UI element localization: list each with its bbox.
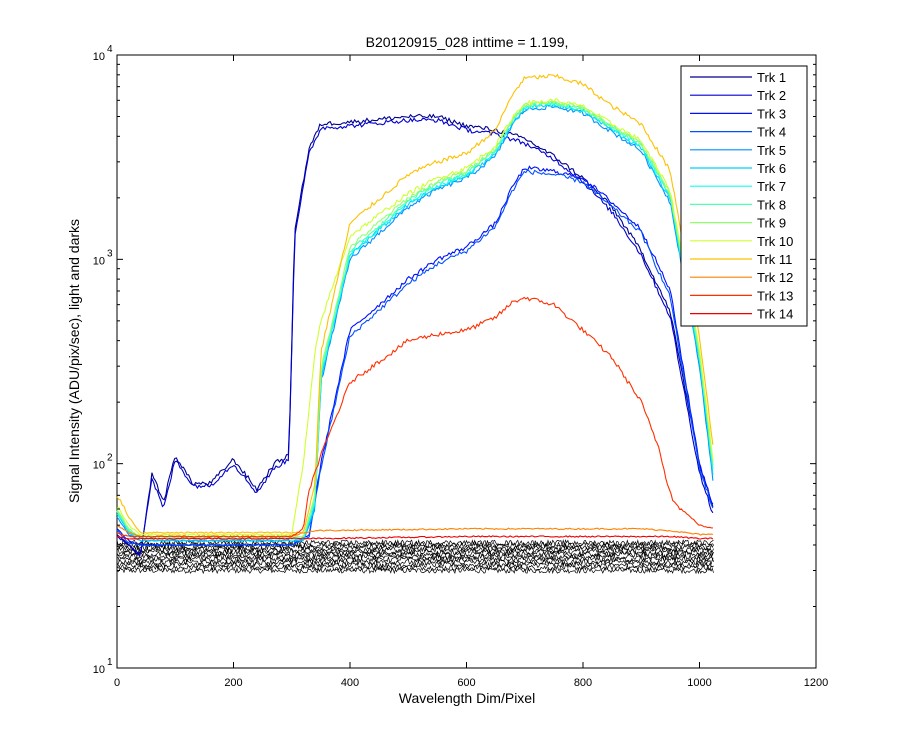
legend-label-trk-5: Trk 5: [757, 143, 786, 158]
y-tick-label-exp: 4: [107, 44, 113, 55]
legend-label-trk-6: Trk 6: [757, 161, 786, 176]
legend-label-trk-4: Trk 4: [757, 125, 786, 140]
x-tick-label: 400: [341, 677, 359, 689]
dark-frame-line: [116, 566, 714, 575]
series-line-trk-6: [116, 101, 714, 542]
dark-frames-layer: [116, 538, 714, 575]
dark-frame-line: [116, 538, 714, 547]
x-tick-label: 200: [224, 677, 242, 689]
legend-entries: Trk 1 Trk 2 Trk 3 Trk 4 Trk 5 Trk 6 Trk 7 Trk 8…: [690, 70, 793, 322]
legend: Trk 1 Trk 2 Trk 3 Trk 4 Trk 5 Trk 6 Trk 7 Trk 8…: [680, 65, 808, 327]
series-line-trk-11: [116, 73, 714, 534]
x-tick-label: 0: [114, 677, 120, 689]
series-layer: [116, 73, 714, 558]
y-tick-label-base: 10: [93, 51, 105, 63]
y-tick-label-exp: 1: [107, 657, 113, 668]
dark-frame-line: [116, 558, 714, 566]
series-line-trk-4: [116, 168, 714, 547]
x-tick-label: 800: [574, 677, 592, 689]
x-tick-label: 1000: [687, 677, 711, 689]
x-tick-label: 600: [457, 677, 475, 689]
legend-label-trk-8: Trk 8: [757, 197, 786, 212]
legend-label-trk-7: Trk 7: [757, 179, 786, 194]
legend-label-trk-12: Trk 12: [757, 270, 793, 285]
series-line-trk-13: [116, 296, 713, 538]
series-line-trk-2: [116, 117, 714, 556]
chart-title: B20120915_028 inttime = 1.199,: [366, 34, 569, 50]
dark-frame-line: [116, 547, 714, 556]
legend-label-trk-10: Trk 10: [757, 234, 793, 249]
y-tick-label-exp: 3: [107, 248, 113, 259]
dark-frame-line: [116, 545, 714, 554]
legend-label-trk-13: Trk 13: [757, 288, 793, 303]
dark-frame-line: [116, 563, 714, 572]
legend-box: [680, 65, 808, 327]
y-tick-label-base: 10: [93, 664, 105, 676]
x-axis-label: Wavelength Dim/Pixel: [399, 690, 535, 706]
x-tick-label: 1200: [804, 677, 828, 689]
y-axis-label: Signal Intensity (ADU/pix/sec), light an…: [66, 219, 82, 503]
legend-label-trk-2: Trk 2: [757, 88, 786, 103]
y-tick-label-base: 10: [93, 460, 105, 472]
legend-label-trk-9: Trk 9: [757, 216, 786, 231]
legend-label-trk-1: Trk 1: [757, 70, 786, 85]
y-tick-label-base: 10: [93, 255, 105, 267]
legend-label-trk-14: Trk 14: [757, 307, 793, 322]
dark-frame-line: [116, 560, 714, 569]
series-line-trk-14: [116, 535, 714, 540]
series-line-trk-10: [116, 98, 714, 536]
y-tick-label-exp: 2: [107, 453, 113, 464]
series-line-trk-1: [116, 113, 714, 558]
dark-frame-line: [116, 555, 714, 564]
legend-label-trk-11: Trk 11: [757, 252, 792, 267]
legend-label-trk-3: Trk 3: [757, 106, 786, 121]
